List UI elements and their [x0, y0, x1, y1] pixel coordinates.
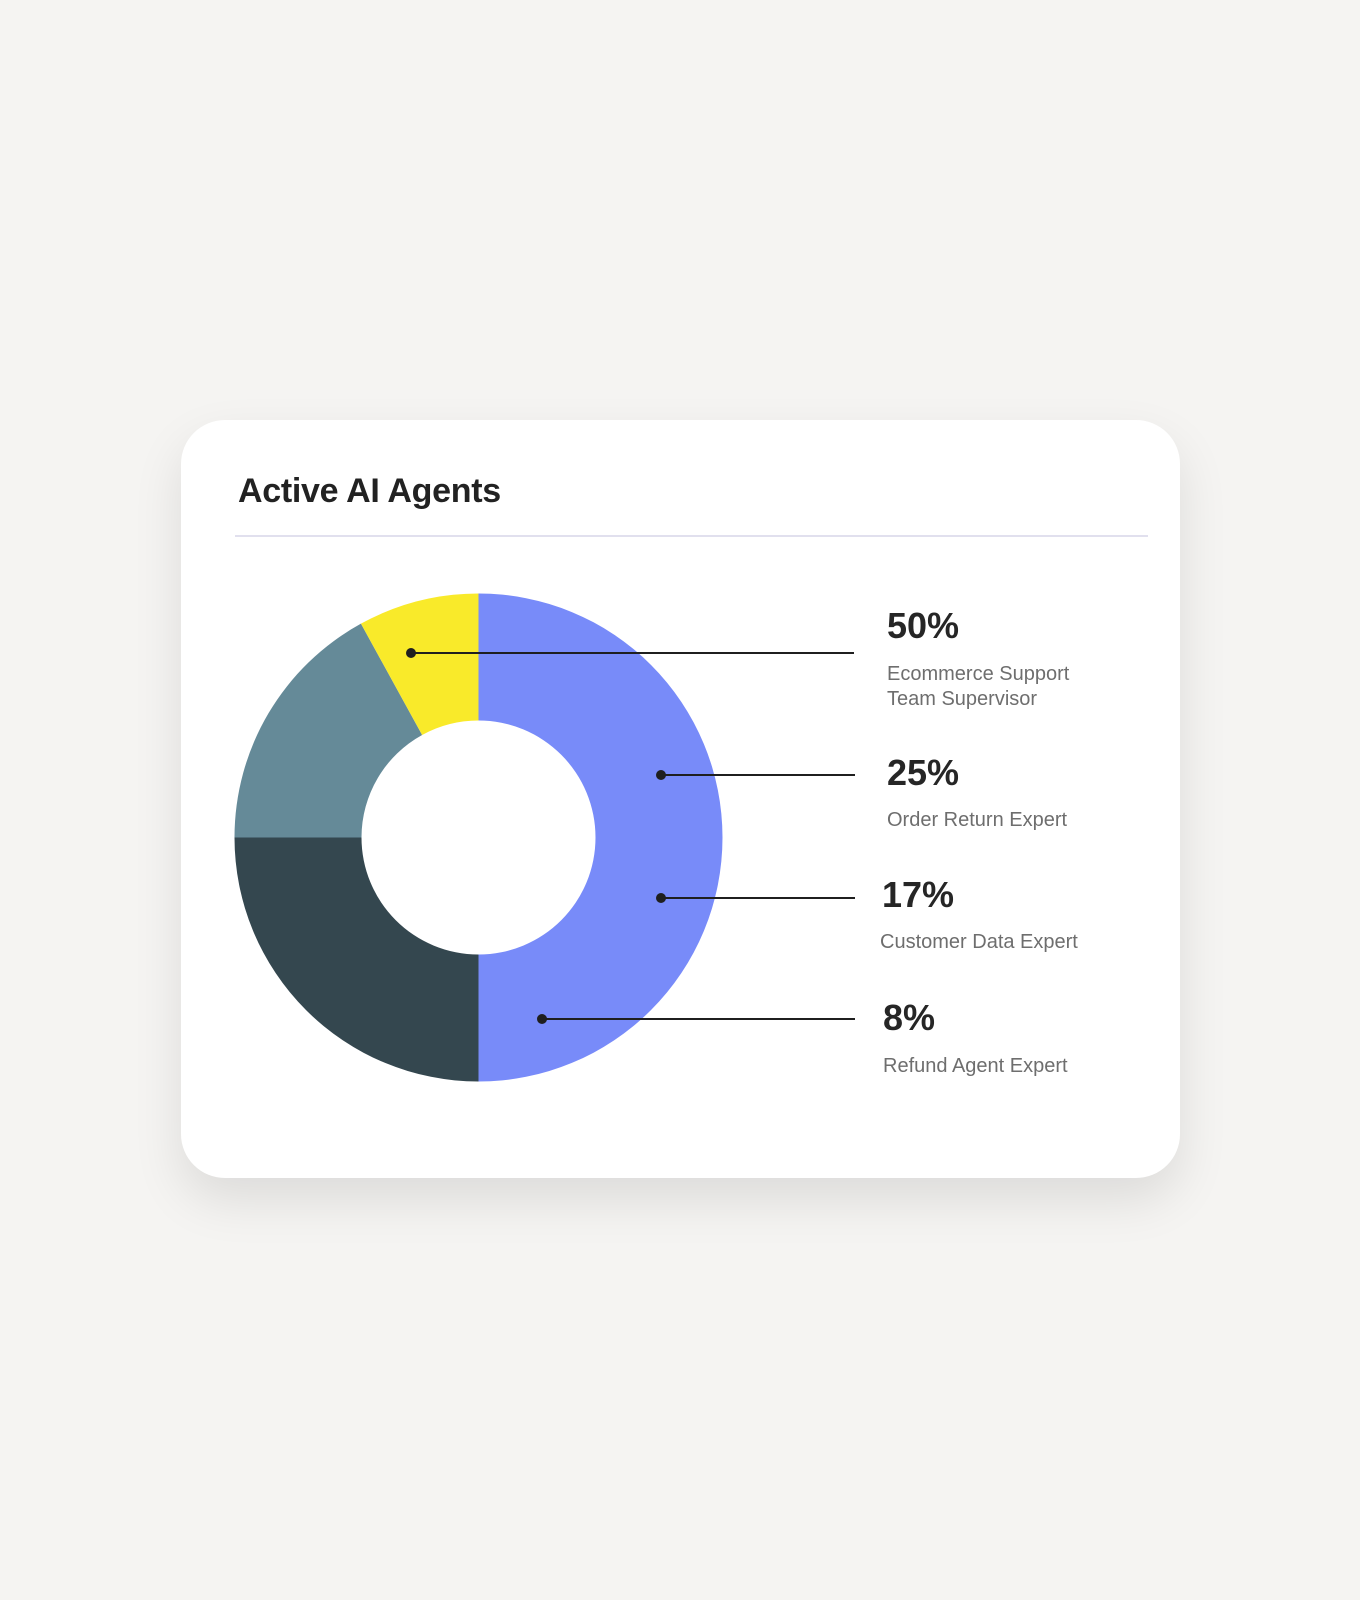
slice-label-ecommerce-line2: Team Supervisor [887, 688, 1038, 710]
value-label-ecommerce: 50% [887, 605, 960, 646]
slice-label-customer-data: Customer Data Expert [880, 931, 1078, 953]
value-label-order-return: 25% [887, 752, 960, 793]
slice-ecommerce [478, 593, 723, 1082]
divider [235, 535, 1148, 537]
leader-dot-customer-data [656, 893, 666, 903]
leader-dot-refund [537, 1014, 547, 1024]
slice-label-ecommerce-line1: Ecommerce Support [887, 663, 1070, 685]
value-label-customer-data: 17% [882, 874, 955, 915]
leader-dot-ecommerce [406, 648, 416, 658]
slice-customer-data [234, 623, 423, 838]
chart-title: Active AI Agents [238, 472, 501, 510]
slice-refund [360, 593, 479, 735]
slice-label-order-return: Order Return Expert [887, 809, 1068, 831]
slice-label-refund: Refund Agent Expert [883, 1055, 1068, 1077]
leader-dot-order-return [656, 770, 666, 780]
value-label-refund: 8% [883, 997, 936, 1038]
slice-order-return [234, 837, 479, 1082]
